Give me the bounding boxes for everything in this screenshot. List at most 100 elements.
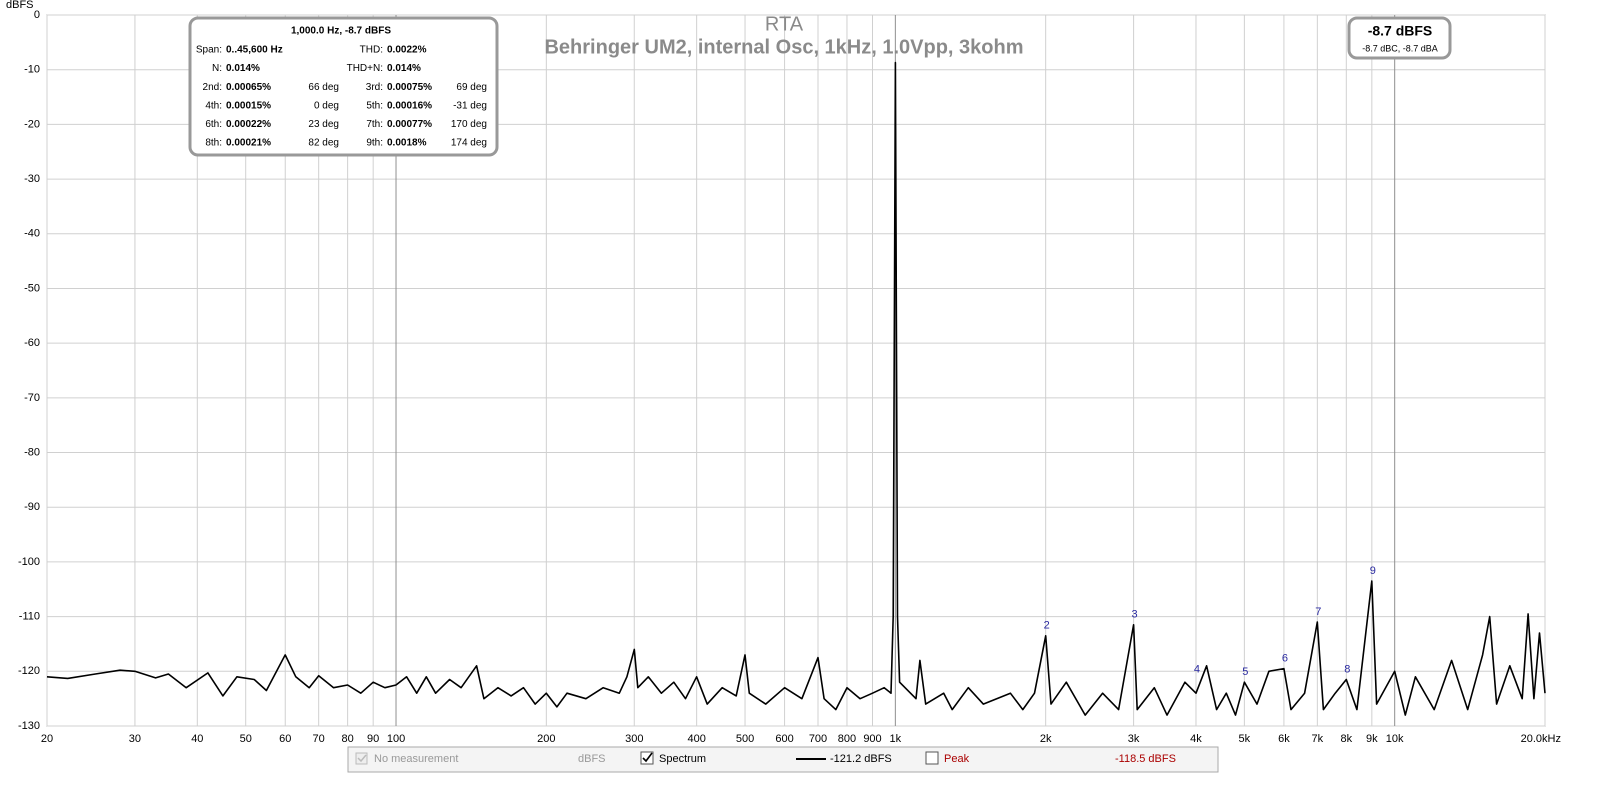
x-tick-label: 700 xyxy=(809,733,827,745)
y-tick-label: -60 xyxy=(24,337,40,349)
info-label: Span: xyxy=(196,45,222,56)
harmonic-marker: 8 xyxy=(1344,663,1350,675)
info-label: 7th: xyxy=(366,119,383,130)
info-box-frame xyxy=(188,16,499,157)
info-value: 0.00015% xyxy=(226,100,271,111)
x-tick-label: 40 xyxy=(191,733,203,745)
info-value: 0.0018% xyxy=(387,138,427,149)
x-tick-label: 200 xyxy=(537,733,555,745)
legend-unit: dBFS xyxy=(578,753,606,765)
info-label: 2nd: xyxy=(203,82,222,93)
y-tick-label: -10 xyxy=(24,64,40,76)
x-tick-label: 50 xyxy=(240,733,252,745)
x-tick-label: 20 xyxy=(41,733,53,745)
info-label: 6th: xyxy=(205,119,222,130)
y-tick-label: -20 xyxy=(24,118,40,130)
info-phase: 82 deg xyxy=(308,138,339,149)
info-phase: 0 deg xyxy=(314,100,339,111)
x-tick-label: 5k xyxy=(1239,733,1251,745)
y-tick-label: -120 xyxy=(18,665,40,677)
y-tick-label: -90 xyxy=(24,501,40,513)
checkbox[interactable] xyxy=(925,751,939,765)
y-tick-label: -110 xyxy=(19,611,40,623)
harmonic-marker: 2 xyxy=(1044,620,1050,632)
info-value: 0.00016% xyxy=(387,100,432,111)
info-value: 0..45,600 Hz xyxy=(226,45,283,56)
info-phase: 170 deg xyxy=(451,119,487,130)
plot: 2 3 4 5 6 7 8 9 xyxy=(46,61,1546,716)
harmonic-marker: 4 xyxy=(1194,663,1200,675)
harmonic-marker: 9 xyxy=(1370,565,1376,577)
x-tick-label: 80 xyxy=(342,733,354,745)
info-phase: -31 deg xyxy=(453,100,487,111)
y-tick-label: -50 xyxy=(24,282,40,294)
x-tick-label: 6k xyxy=(1278,733,1290,745)
x-tick-label: 2k xyxy=(1040,733,1052,745)
x-tick-label: 30 xyxy=(129,733,141,745)
info-value: 0.014% xyxy=(226,63,260,74)
y-tick-label: -130 xyxy=(18,720,40,732)
info-value: 0.00022% xyxy=(226,119,271,130)
info-label: 8th: xyxy=(205,138,222,149)
level-main: -8.7 dBFS xyxy=(1368,23,1433,39)
info-value: 0.00075% xyxy=(387,82,432,93)
info-phase: 69 deg xyxy=(456,82,487,93)
y-tick-label: -80 xyxy=(24,446,40,458)
x-tick-label: 600 xyxy=(775,733,793,745)
x-tick-label: 10k xyxy=(1386,733,1404,745)
legend-bar: No measurement dBFS Spectrum -121.2 dBFS… xyxy=(347,746,1219,773)
grid xyxy=(46,14,1546,727)
x-tick-label: 300 xyxy=(625,733,643,745)
x-tick-label: 8k xyxy=(1340,733,1352,745)
info-label: THD+N: xyxy=(347,63,383,74)
x-tick-label: 70 xyxy=(313,733,325,745)
chart-subtitle: Behringer UM2, internal Osc, 1kHz, 1.0Vp… xyxy=(544,36,1023,58)
info-value: 0.0022% xyxy=(387,45,427,56)
y-tick-label: -40 xyxy=(24,228,40,240)
info-phase: 174 deg xyxy=(451,138,487,149)
info-phase: 66 deg xyxy=(308,82,339,93)
x-tick-label: 9k xyxy=(1366,733,1378,745)
info-header: 1,000.0 Hz, -8.7 dBFS xyxy=(291,26,391,37)
legend-frame xyxy=(347,746,1219,773)
harmonic-marker: 5 xyxy=(1242,666,1248,678)
x-tick-label: 7k xyxy=(1312,733,1324,745)
checkbox[interactable] xyxy=(355,752,368,765)
x-tick-label: 4k xyxy=(1190,733,1202,745)
x-tick-label: 3k xyxy=(1128,733,1140,745)
legend-series-name: Spectrum xyxy=(659,753,706,765)
info-label: N: xyxy=(212,63,222,74)
info-phase: 23 deg xyxy=(308,119,339,130)
harmonic-marker: 6 xyxy=(1282,652,1288,664)
info-value: 0.014% xyxy=(387,63,421,74)
legend-peak: Peak xyxy=(944,753,970,765)
info-box: 1,000.0 Hz, -8.7 dBFS Span: 0..45,600 Hz T… xyxy=(188,16,499,157)
harmonic-marker: 3 xyxy=(1132,609,1138,621)
info-label: 3rd: xyxy=(366,82,383,93)
x-tick-label: 60 xyxy=(279,733,291,745)
check xyxy=(642,752,653,763)
x-tick-label: 100 xyxy=(387,733,405,745)
info-value: 0.00021% xyxy=(226,138,271,149)
x-tick-label: 1k xyxy=(890,733,902,745)
x-tick-label: 400 xyxy=(687,733,705,745)
chart-title: RTA xyxy=(765,13,804,35)
level-box-frame xyxy=(1347,16,1452,60)
spectrum-line xyxy=(46,61,1546,716)
harmonic-marker: 7 xyxy=(1315,606,1321,618)
x-tick-label: 800 xyxy=(838,733,856,745)
level-sub: -8.7 dBC, -8.7 dBA xyxy=(1362,43,1438,53)
info-value: 0.00065% xyxy=(226,82,271,93)
legend-peak-value: -118.5 dBFS xyxy=(1115,753,1176,765)
x-tick-label: 500 xyxy=(736,733,754,745)
info-label: 9th: xyxy=(366,138,383,149)
y-tick-label: -30 xyxy=(24,173,40,185)
legend-series-value: -121.2 dBFS xyxy=(830,753,892,765)
y-tick-label: 0 xyxy=(34,9,40,21)
y-tick-label: -70 xyxy=(24,392,40,404)
x-tick-label: 900 xyxy=(863,733,881,745)
legend-no-measurement: No measurement xyxy=(374,753,458,765)
info-value: 0.00077% xyxy=(387,119,432,130)
